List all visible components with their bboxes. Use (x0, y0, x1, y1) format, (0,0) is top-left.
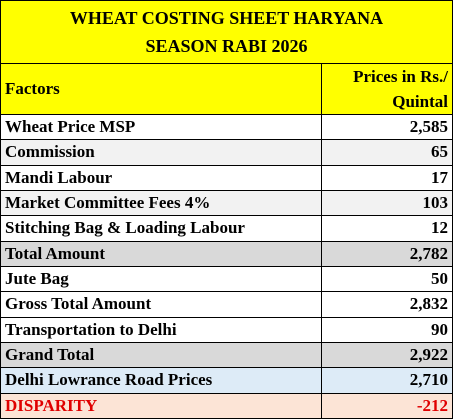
factor-cell: Jute Bag (0, 265, 322, 293)
table-row: Transportation to Delhi 90 (0, 316, 453, 343)
factor-cell: Commission (0, 139, 322, 166)
factor-cell: DISPARITY (0, 392, 322, 419)
table-row: Commission 65 (0, 139, 453, 166)
table-body: Wheat Price MSP 2,585 Commission 65 Mandi La… (0, 113, 453, 419)
factor-cell: Total Amount (0, 240, 322, 267)
table-row: Market Committee Fees 4% 103 (0, 189, 453, 217)
factor-cell: Stitching Bag & Loading Labour (0, 215, 322, 242)
price-cell: 90 (321, 316, 453, 343)
factor-cell: Wheat Price MSP (0, 113, 322, 141)
price-cell: 2,710 (321, 367, 453, 394)
table-row: Total Amount 2,782 (0, 240, 453, 267)
price-cell: 12 (321, 215, 453, 242)
price-cell: 2,832 (321, 291, 453, 318)
table-row: Jute Bag 50 (0, 265, 453, 293)
table-row: Wheat Price MSP 2,585 (0, 113, 453, 141)
table-row: Delhi Lowrance Road Prices 2,710 (0, 367, 453, 394)
table-row: Mandi Labour 17 (0, 164, 453, 191)
price-cell: -212 (321, 392, 453, 419)
column-header: Factors (0, 63, 322, 115)
table-row: DISPARITY -212 (0, 392, 453, 419)
column-header: Prices in Rs./ Quintal (321, 63, 453, 115)
table-row: Gross Total Amount 2,832 (0, 291, 453, 318)
factor-cell: Mandi Labour (0, 164, 322, 191)
table-row: Stitching Bag & Loading Labour 12 (0, 215, 453, 242)
price-cell: 103 (321, 189, 453, 217)
price-cell: 2,585 (321, 113, 453, 141)
table-title: WHEAT COSTING SHEET HARYANA SEASON RABI … (0, 0, 453, 64)
factor-cell: Gross Total Amount (0, 291, 322, 318)
price-cell: 17 (321, 164, 453, 191)
factor-cell: Market Committee Fees 4% (0, 189, 322, 217)
price-cell: 2,782 (321, 240, 453, 267)
table-row: Grand Total 2,922 (0, 341, 453, 369)
price-cell: 50 (321, 265, 453, 293)
factor-cell: Grand Total (0, 341, 322, 369)
factor-cell: Transportation to Delhi (0, 316, 322, 343)
factor-cell: Delhi Lowrance Road Prices (0, 367, 322, 394)
price-cell: 2,922 (321, 341, 453, 369)
price-cell: 65 (321, 139, 453, 166)
